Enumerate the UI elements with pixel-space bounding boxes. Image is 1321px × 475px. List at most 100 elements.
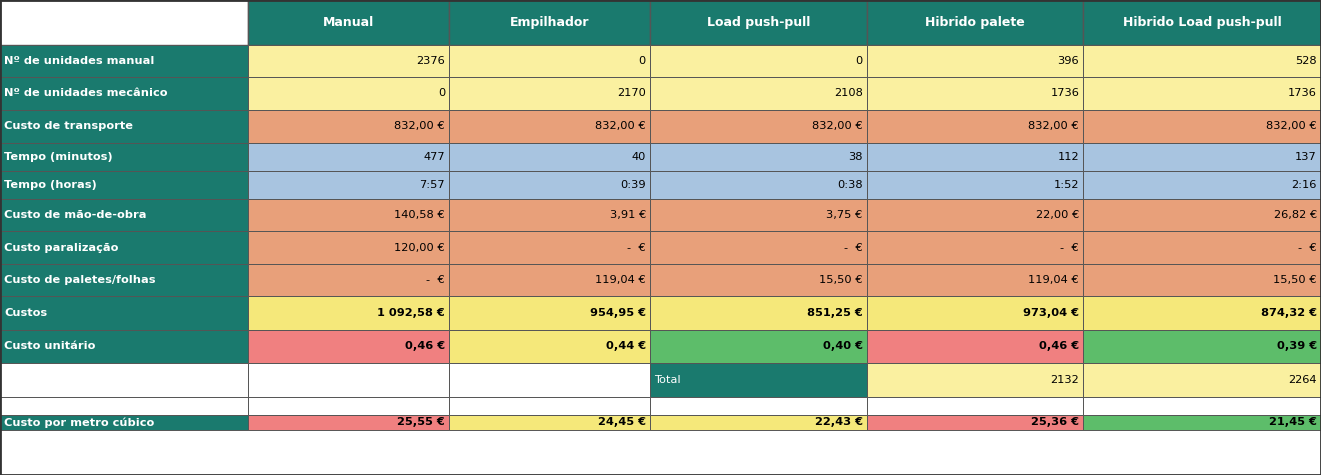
Bar bbox=[1083, 110, 1321, 143]
Text: Tempo (horas): Tempo (horas) bbox=[4, 180, 96, 190]
Text: -  €: - € bbox=[1299, 243, 1317, 253]
Bar bbox=[1083, 199, 1321, 231]
Text: Custo paralização: Custo paralização bbox=[4, 243, 119, 253]
Bar bbox=[248, 363, 449, 397]
Bar bbox=[0, 45, 248, 77]
Text: 120,00 €: 120,00 € bbox=[395, 243, 445, 253]
Bar bbox=[1083, 0, 1321, 45]
Text: 3,91 €: 3,91 € bbox=[609, 210, 646, 220]
Bar bbox=[449, 199, 650, 231]
Bar bbox=[650, 296, 867, 330]
Text: 24,45 €: 24,45 € bbox=[598, 418, 646, 428]
Bar bbox=[248, 77, 449, 110]
Text: 1736: 1736 bbox=[1050, 88, 1079, 98]
Text: 22,43 €: 22,43 € bbox=[815, 418, 863, 428]
Bar bbox=[0, 171, 248, 199]
Text: 528: 528 bbox=[1296, 56, 1317, 66]
Text: 119,04 €: 119,04 € bbox=[596, 275, 646, 285]
Text: -  €: - € bbox=[627, 243, 646, 253]
Bar bbox=[867, 143, 1083, 171]
Text: Total: Total bbox=[654, 375, 680, 385]
Text: 15,50 €: 15,50 € bbox=[819, 275, 863, 285]
Bar bbox=[248, 296, 449, 330]
Bar bbox=[449, 110, 650, 143]
Bar bbox=[867, 330, 1083, 363]
Bar bbox=[0, 415, 248, 430]
Text: 832,00 €: 832,00 € bbox=[1267, 121, 1317, 131]
Text: 40: 40 bbox=[631, 152, 646, 162]
Text: 0:39: 0:39 bbox=[621, 180, 646, 190]
Bar bbox=[248, 171, 449, 199]
Text: Manual: Manual bbox=[324, 16, 374, 29]
Text: 2376: 2376 bbox=[416, 56, 445, 66]
Text: 21,45 €: 21,45 € bbox=[1269, 418, 1317, 428]
Text: -  €: - € bbox=[1061, 243, 1079, 253]
Bar bbox=[650, 415, 867, 430]
Bar bbox=[0, 397, 248, 415]
Bar bbox=[650, 77, 867, 110]
Bar bbox=[1083, 45, 1321, 77]
Bar bbox=[0, 143, 248, 171]
Bar bbox=[1083, 264, 1321, 296]
Text: 0:38: 0:38 bbox=[838, 180, 863, 190]
Text: 396: 396 bbox=[1058, 56, 1079, 66]
Bar bbox=[650, 363, 867, 397]
Bar bbox=[1083, 363, 1321, 397]
Bar bbox=[867, 199, 1083, 231]
Bar bbox=[0, 330, 248, 363]
Text: 1 092,58 €: 1 092,58 € bbox=[378, 308, 445, 318]
Text: 874,32 €: 874,32 € bbox=[1262, 308, 1317, 318]
Bar bbox=[449, 231, 650, 264]
Bar bbox=[867, 171, 1083, 199]
Text: 0,46 €: 0,46 € bbox=[1040, 342, 1079, 352]
Bar bbox=[1083, 397, 1321, 415]
Bar bbox=[650, 397, 867, 415]
Text: -  €: - € bbox=[844, 243, 863, 253]
Bar bbox=[867, 415, 1083, 430]
Text: 0,39 €: 0,39 € bbox=[1277, 342, 1317, 352]
Text: 3,75 €: 3,75 € bbox=[826, 210, 863, 220]
Bar bbox=[1083, 231, 1321, 264]
Bar bbox=[650, 199, 867, 231]
Text: 1:52: 1:52 bbox=[1054, 180, 1079, 190]
Bar bbox=[449, 264, 650, 296]
Text: 2:16: 2:16 bbox=[1292, 180, 1317, 190]
Bar bbox=[248, 45, 449, 77]
Bar bbox=[650, 45, 867, 77]
Text: Custo de paletes/folhas: Custo de paletes/folhas bbox=[4, 275, 156, 285]
Bar bbox=[449, 415, 650, 430]
Bar bbox=[248, 0, 449, 45]
Text: Tempo (minutos): Tempo (minutos) bbox=[4, 152, 112, 162]
Bar bbox=[449, 171, 650, 199]
Text: 0: 0 bbox=[437, 88, 445, 98]
Bar bbox=[449, 143, 650, 171]
Bar bbox=[867, 0, 1083, 45]
Bar bbox=[867, 77, 1083, 110]
Bar bbox=[650, 264, 867, 296]
Text: 477: 477 bbox=[424, 152, 445, 162]
Text: 0: 0 bbox=[638, 56, 646, 66]
Text: 0,44 €: 0,44 € bbox=[606, 342, 646, 352]
Bar bbox=[1083, 171, 1321, 199]
Bar bbox=[0, 363, 248, 397]
Text: 954,95 €: 954,95 € bbox=[590, 308, 646, 318]
Text: Custo de mão-de-obra: Custo de mão-de-obra bbox=[4, 210, 147, 220]
Bar bbox=[248, 199, 449, 231]
Bar bbox=[650, 231, 867, 264]
Text: Custo de transporte: Custo de transporte bbox=[4, 121, 133, 131]
Text: 832,00 €: 832,00 € bbox=[596, 121, 646, 131]
Bar bbox=[650, 0, 867, 45]
Text: 119,04 €: 119,04 € bbox=[1029, 275, 1079, 285]
Text: 2170: 2170 bbox=[617, 88, 646, 98]
Bar bbox=[248, 231, 449, 264]
Bar bbox=[867, 264, 1083, 296]
Text: Nº de unidades manual: Nº de unidades manual bbox=[4, 56, 155, 66]
Text: 0: 0 bbox=[855, 56, 863, 66]
Text: 1736: 1736 bbox=[1288, 88, 1317, 98]
Text: 851,25 €: 851,25 € bbox=[807, 308, 863, 318]
Text: 0,46 €: 0,46 € bbox=[406, 342, 445, 352]
Bar bbox=[248, 415, 449, 430]
Text: 832,00 €: 832,00 € bbox=[1029, 121, 1079, 131]
Text: 0,40 €: 0,40 € bbox=[823, 342, 863, 352]
Bar bbox=[449, 77, 650, 110]
